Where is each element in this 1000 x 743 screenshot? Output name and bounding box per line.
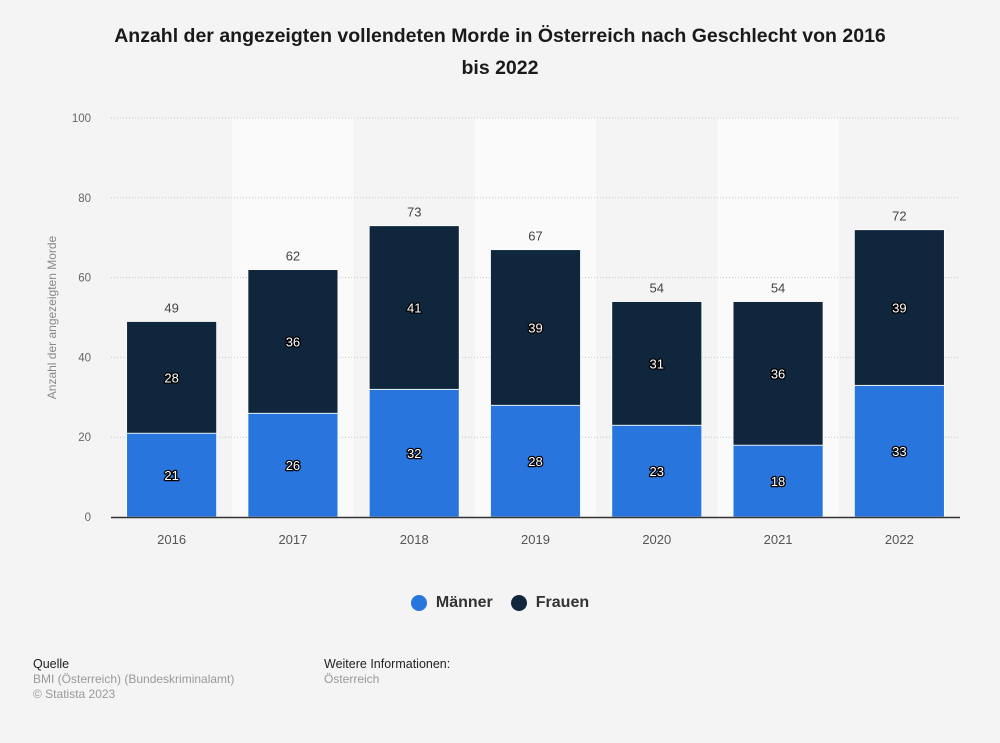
source-text[interactable]: BMI (Österreich) (Bundeskriminalamt) [33, 672, 235, 686]
y-tick-label: 60 [78, 273, 91, 285]
y-tick-label: 40 [78, 352, 91, 364]
data-label: 18 [771, 474, 785, 489]
x-tick-label: 2020 [642, 532, 671, 547]
data-label: 36 [771, 366, 785, 381]
bar-segment-frauen [732, 301, 824, 446]
total-label: 54 [771, 281, 785, 296]
chart-title-line-2: bis 2022 [461, 57, 539, 79]
total-label: 62 [286, 249, 300, 264]
data-label: 32 [407, 446, 421, 461]
bar-segment-frauen [368, 225, 460, 390]
x-tick-label: 2022 [885, 532, 914, 547]
bar-segment-maenner [247, 412, 339, 518]
data-label: 26 [286, 458, 300, 473]
chart-title-line-1: Anzahl der angezeigten vollendeten Morde… [114, 25, 886, 47]
copyright: © Statista 2023 [33, 687, 116, 701]
data-label: 23 [650, 464, 664, 479]
bar-segment-maenner [368, 388, 460, 518]
total-label: 72 [892, 209, 906, 224]
total-label: 49 [164, 300, 178, 315]
data-label: 21 [164, 468, 178, 483]
total-label: 73 [407, 205, 421, 220]
total-label: 67 [528, 229, 542, 244]
x-tick-label: 2018 [400, 532, 429, 547]
stacked-bar-chart: 0 20 40 60 80 100 Anzahl der angezeigten Morde… [45, 113, 960, 547]
bar-segment-maenner [732, 444, 824, 518]
legend: Männer Frauen [0, 594, 1000, 612]
bar-segment-frauen [247, 269, 339, 414]
bar-segment-maenner [126, 432, 218, 518]
data-label: 33 [892, 444, 906, 459]
legend-item-maenner[interactable]: Männer [410, 594, 493, 612]
bar-segment-maenner [611, 424, 703, 518]
data-label: 31 [650, 356, 664, 371]
legend-label-frauen: Frauen [535, 594, 590, 611]
source-block: Quelle BMI (Österreich) (Bundeskriminala… [33, 657, 234, 702]
total-label: 54 [650, 281, 664, 296]
info-heading: Weitere Informationen: [324, 657, 451, 671]
bar-segment-frauen [490, 249, 581, 406]
data-label: 28 [164, 370, 178, 385]
data-label: 39 [892, 301, 906, 316]
bar-segment-frauen [126, 321, 218, 434]
bar-segment-maenner [490, 404, 581, 518]
info-block: Weitere Informationen: Österreich [324, 657, 450, 687]
y-tick-label: 20 [78, 432, 91, 444]
x-tick-label: 2019 [521, 532, 550, 547]
info-text: Österreich [324, 672, 380, 686]
x-tick-label: 2016 [157, 532, 186, 547]
bar-segment-frauen [853, 229, 945, 386]
y-tick-label: 100 [72, 113, 91, 125]
data-label: 39 [528, 320, 542, 335]
data-label: 36 [286, 334, 300, 349]
x-tick-label: 2017 [278, 532, 307, 547]
y-tick-label: 0 [85, 512, 91, 524]
y-tick-label: 80 [78, 193, 91, 205]
chart-title: Anzahl der angezeigten vollendeten Morde… [60, 20, 940, 84]
source-heading: Quelle [33, 657, 70, 671]
data-label: 28 [528, 454, 542, 469]
bar-segment-frauen [611, 301, 703, 426]
legend-dot-maenner-icon [410, 595, 427, 611]
legend-dot-frauen-icon [510, 595, 527, 611]
legend-label-maenner: Männer [435, 594, 493, 611]
x-tick-label: 2021 [764, 532, 793, 547]
data-label: 41 [407, 301, 421, 316]
legend-item-frauen[interactable]: Frauen [510, 594, 590, 612]
y-axis-label: Anzahl der angezeigten Morde [45, 235, 59, 399]
